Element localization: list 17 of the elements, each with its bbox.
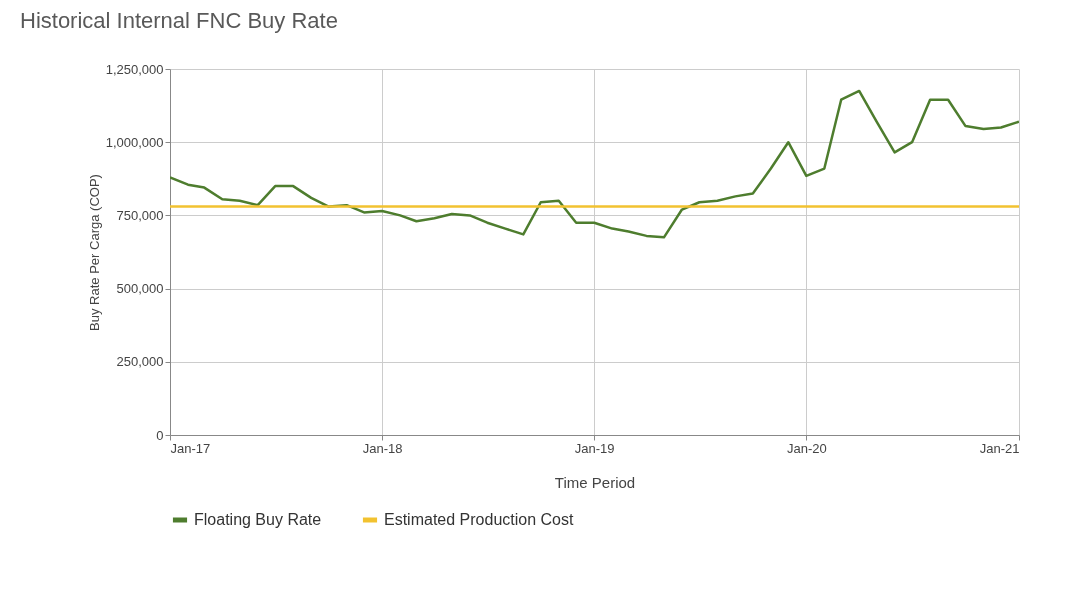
chart-title: Historical Internal FNC Buy Rate	[20, 8, 338, 33]
y-tick-label: 750,000	[116, 207, 164, 223]
y-tick-label: 0	[156, 427, 164, 443]
y-tick-label: 250,000	[116, 354, 164, 370]
legend-label: Floating Buy Rate	[194, 511, 322, 528]
line-series	[170, 89, 1019, 239]
y-axis-title: Buy Rate Per Carga (COP)	[86, 174, 102, 331]
x-tick-label: Jan-21	[979, 440, 1020, 456]
x-tick-label: Jan-17	[170, 440, 211, 456]
y-tick-label: 1,000,000	[105, 134, 164, 150]
y-tick-label: 1,250,000	[105, 61, 164, 77]
x-axis-title: Time Period	[554, 473, 636, 491]
y-tick-label: 500,000	[116, 281, 164, 297]
legend-label: Estimated Production Cost	[384, 511, 574, 528]
x-tick-label: Jan-19	[574, 440, 615, 456]
x-tick-label: Jan-20	[786, 440, 827, 456]
x-tick-label: Jan-18	[362, 440, 403, 456]
